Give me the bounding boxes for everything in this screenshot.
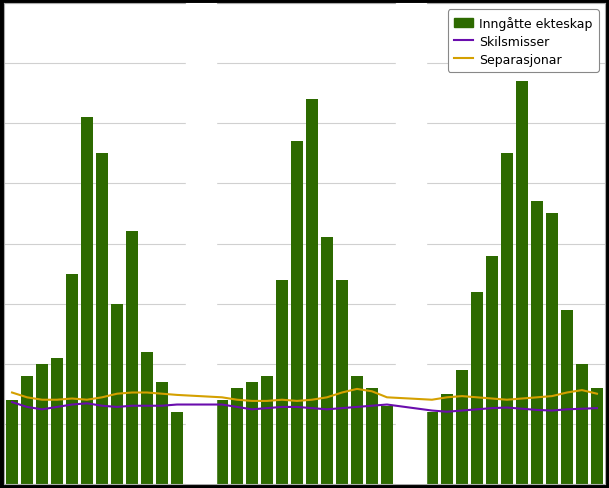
- Bar: [111, 304, 124, 484]
- Bar: [320, 238, 333, 484]
- Bar: [276, 280, 289, 484]
- Bar: [546, 214, 558, 484]
- Bar: [591, 388, 604, 484]
- Bar: [396, 4, 426, 484]
- Bar: [186, 4, 216, 484]
- Bar: [51, 358, 63, 484]
- Bar: [516, 82, 529, 484]
- Bar: [576, 364, 588, 484]
- Bar: [80, 118, 93, 484]
- Bar: [125, 232, 138, 484]
- Bar: [36, 364, 48, 484]
- Bar: [96, 154, 108, 484]
- Bar: [381, 406, 393, 484]
- Bar: [456, 370, 468, 484]
- Bar: [530, 202, 543, 484]
- Bar: [440, 394, 453, 484]
- Bar: [471, 292, 484, 484]
- Bar: [336, 280, 348, 484]
- Bar: [245, 382, 258, 484]
- Bar: [156, 382, 169, 484]
- Bar: [231, 388, 244, 484]
- Bar: [290, 142, 303, 484]
- Bar: [66, 274, 79, 484]
- Bar: [171, 412, 183, 484]
- Bar: [216, 400, 228, 484]
- Bar: [501, 154, 513, 484]
- Bar: [306, 100, 319, 484]
- Bar: [365, 388, 378, 484]
- Legend: Inngåtte ekteskap, Skilsmisser, Separasjonar: Inngåtte ekteskap, Skilsmisser, Separasj…: [448, 10, 599, 73]
- Bar: [5, 400, 18, 484]
- Bar: [485, 256, 498, 484]
- Bar: [426, 412, 438, 484]
- Bar: [351, 376, 364, 484]
- Bar: [261, 376, 273, 484]
- Bar: [141, 352, 153, 484]
- Bar: [561, 310, 573, 484]
- Bar: [21, 376, 33, 484]
